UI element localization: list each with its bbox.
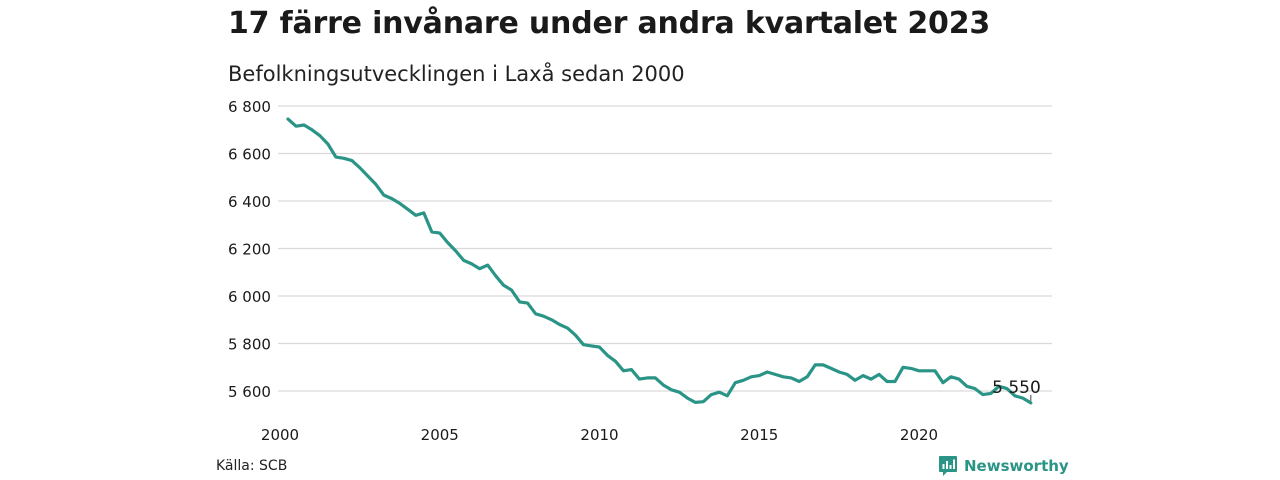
series-line-population: [286, 117, 1033, 405]
y-tick-label: 6 000: [228, 288, 271, 306]
y-tick-label: 6 600: [228, 146, 271, 164]
x-tick-label: 2005: [421, 426, 459, 444]
brand-name: Newsworthy: [964, 457, 1069, 475]
source-label: Källa: SCB: [216, 458, 288, 474]
y-axis-labels: 5 600 5 800 6 000 6 200 6 400 6 600 6 800: [228, 98, 271, 401]
newsworthy-logo-icon: [939, 456, 957, 476]
chart-title: 17 färre invånare under andra kvartalet …: [228, 6, 991, 41]
x-tick-label: 2000: [261, 426, 299, 444]
y-tick-label: 6 800: [228, 98, 271, 116]
x-axis-labels: 2000 2005 2010 2015 2020: [261, 426, 938, 444]
x-tick-label: 2015: [740, 426, 778, 444]
x-tick-label: 2020: [900, 426, 938, 444]
end-value-label: 5 550: [992, 378, 1041, 398]
y-tick-label: 6 400: [228, 193, 271, 211]
line-chart: 5 600 5 800 6 000 6 200 6 400 6 600 6 800 2000…: [228, 98, 1052, 444]
y-tick-label: 5 600: [228, 383, 271, 401]
y-tick-label: 5 800: [228, 336, 271, 354]
chart-subtitle: Befolkningsutvecklingen i Laxå sedan 200…: [228, 62, 685, 86]
annotation-group: 5 550: [992, 378, 1041, 401]
series-group: [286, 117, 1033, 405]
y-tick-label: 6 200: [228, 241, 271, 259]
x-tick-label: 2010: [580, 426, 618, 444]
gridlines: [278, 105, 1052, 392]
brand-logo[interactable]: Newsworthy: [938, 455, 1069, 477]
